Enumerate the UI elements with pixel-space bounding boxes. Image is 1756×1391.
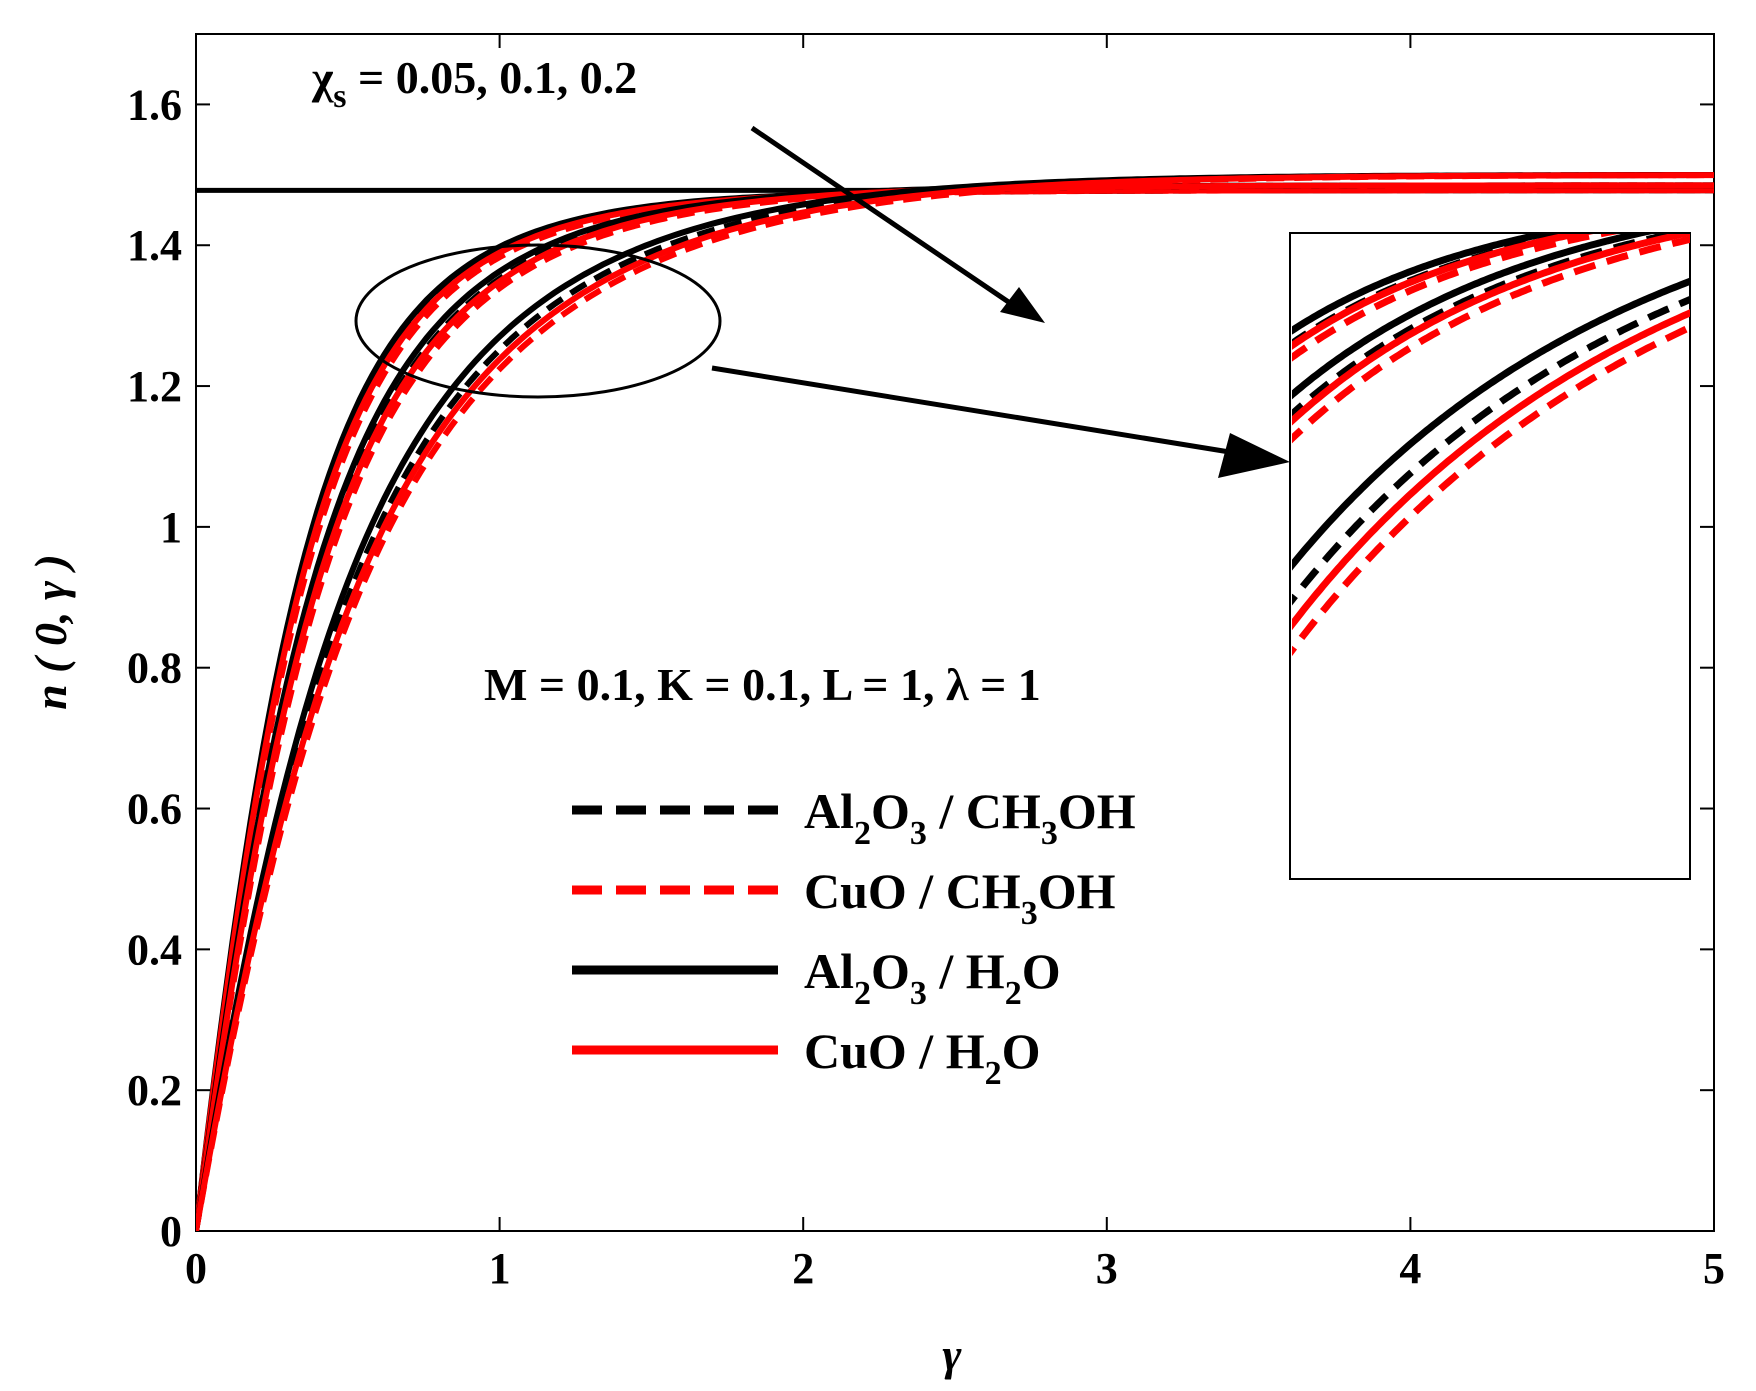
y-tick-label: 0.2 xyxy=(127,1066,182,1115)
zoom-arrow-line xyxy=(711,365,1249,458)
inset-box xyxy=(1289,232,1691,880)
inset-series-line xyxy=(1292,234,1690,426)
chi-arrow-line xyxy=(750,125,1012,306)
inset-series-line xyxy=(1292,234,1653,400)
y-tick-label: 1.4 xyxy=(127,221,182,270)
legend-entry: Al2O3 / H2O xyxy=(804,943,1061,1012)
y-tick-label: 1.2 xyxy=(127,362,182,411)
inset-series-line xyxy=(1292,295,1690,606)
inset-series-line xyxy=(1292,309,1690,631)
zoom-ellipse xyxy=(354,243,722,399)
inset-series-line xyxy=(1292,234,1561,335)
params-annotation: M = 0.1, K = 0.1, L = 1, λ = 1 xyxy=(484,659,1041,710)
x-tick-label: 3 xyxy=(1096,1244,1118,1293)
y-axis-label: n ( 0, γ ) xyxy=(25,554,76,710)
inset-series-line xyxy=(1292,234,1594,350)
x-tick-label: 4 xyxy=(1399,1244,1421,1293)
x-tick-labels: 0 1 2 3 4 5 xyxy=(185,1244,1725,1293)
legend-entry: CuO / H2O xyxy=(804,1023,1041,1092)
legend-entry: Al2O3 / CH3OH xyxy=(804,783,1136,852)
zoom-arrow-head xyxy=(1218,433,1290,478)
curves xyxy=(196,172,1714,1231)
x-tick-label: 1 xyxy=(489,1244,511,1293)
inset-curves xyxy=(1292,234,1690,657)
inset-series-line xyxy=(1292,235,1690,444)
y-tick-label: 1 xyxy=(160,503,182,552)
x-tick-label: 0 xyxy=(185,1244,207,1293)
y-tick-label: 0.4 xyxy=(127,925,182,974)
y-tick-label: 0.6 xyxy=(127,785,182,834)
chi-annotation: χs = 0.05, 0.1, 0.2 xyxy=(311,52,637,115)
inset-series-line xyxy=(1292,277,1690,571)
series-line xyxy=(196,172,1714,1231)
y-tick-label: 1.6 xyxy=(127,80,182,129)
y-tick-label: 0 xyxy=(160,1207,182,1256)
chi-arrow-head xyxy=(1000,287,1045,323)
y-tick-labels: 0 0.2 0.4 0.6 0.8 1 1.2 1.4 1.6 xyxy=(127,80,182,1256)
inset-series-line xyxy=(1292,323,1690,657)
inset-series-line xyxy=(1292,234,1688,419)
x-tick-label: 2 xyxy=(792,1244,814,1293)
series-line xyxy=(196,172,1714,1231)
y-tick-label: 0.8 xyxy=(127,644,182,693)
x-tick-label: 5 xyxy=(1703,1244,1725,1293)
x-axis-label: γ xyxy=(942,1329,962,1380)
legend: Al2O3 / CH3OH CuO / CH3OH Al2O3 / H2O CuO /… xyxy=(572,783,1136,1092)
legend-entry: CuO / CH3OH xyxy=(804,863,1116,932)
